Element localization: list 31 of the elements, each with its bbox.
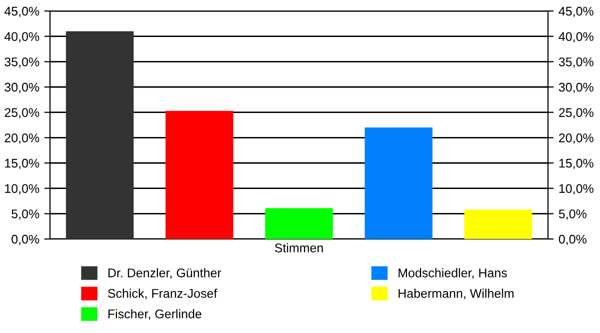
text: 25,0% <box>559 108 594 118</box>
y-tick-label: 20,0% <box>4 133 40 144</box>
bar <box>464 210 532 239</box>
y-tick-label: 10,0% <box>5 184 40 194</box>
y-tick-label: 5,0% <box>12 209 40 220</box>
y-tick-label: 0,0% <box>12 234 40 246</box>
bar <box>265 208 333 239</box>
text: 20,0% <box>559 133 594 144</box>
y-tick-label: 30,0% <box>4 82 40 94</box>
text: 35,0% <box>558 57 594 68</box>
legend-label: Schick, Franz-Josef <box>108 288 218 300</box>
text: 45,0% <box>558 6 594 18</box>
x-tick-label: Stimmen <box>274 243 323 252</box>
y-tick-label: 45,0% <box>4 6 40 18</box>
bar <box>364 128 432 239</box>
text: 30,0% <box>558 82 594 94</box>
legend-label: Dr. Denzler, Günther <box>108 268 222 279</box>
bar <box>166 110 234 239</box>
y-tick-label: 15,0% <box>5 158 40 170</box>
y-tick-label: 35,0% <box>4 57 40 68</box>
text: 10,0% <box>559 184 594 194</box>
legend-label: Habermann, Wilhelm <box>398 288 514 300</box>
y-tick-label: 25,0% <box>4 108 40 118</box>
text: 5,0% <box>558 209 586 220</box>
legend-label: Modschiedler, Hans <box>398 268 507 279</box>
text: 15,0% <box>559 158 594 170</box>
text: 40,0% <box>558 32 594 42</box>
text: 0,0% <box>558 234 586 246</box>
legend-label: Fischer, Gerlinde <box>108 309 202 320</box>
y-tick-label: 40,0% <box>4 32 40 42</box>
bar <box>66 31 134 239</box>
